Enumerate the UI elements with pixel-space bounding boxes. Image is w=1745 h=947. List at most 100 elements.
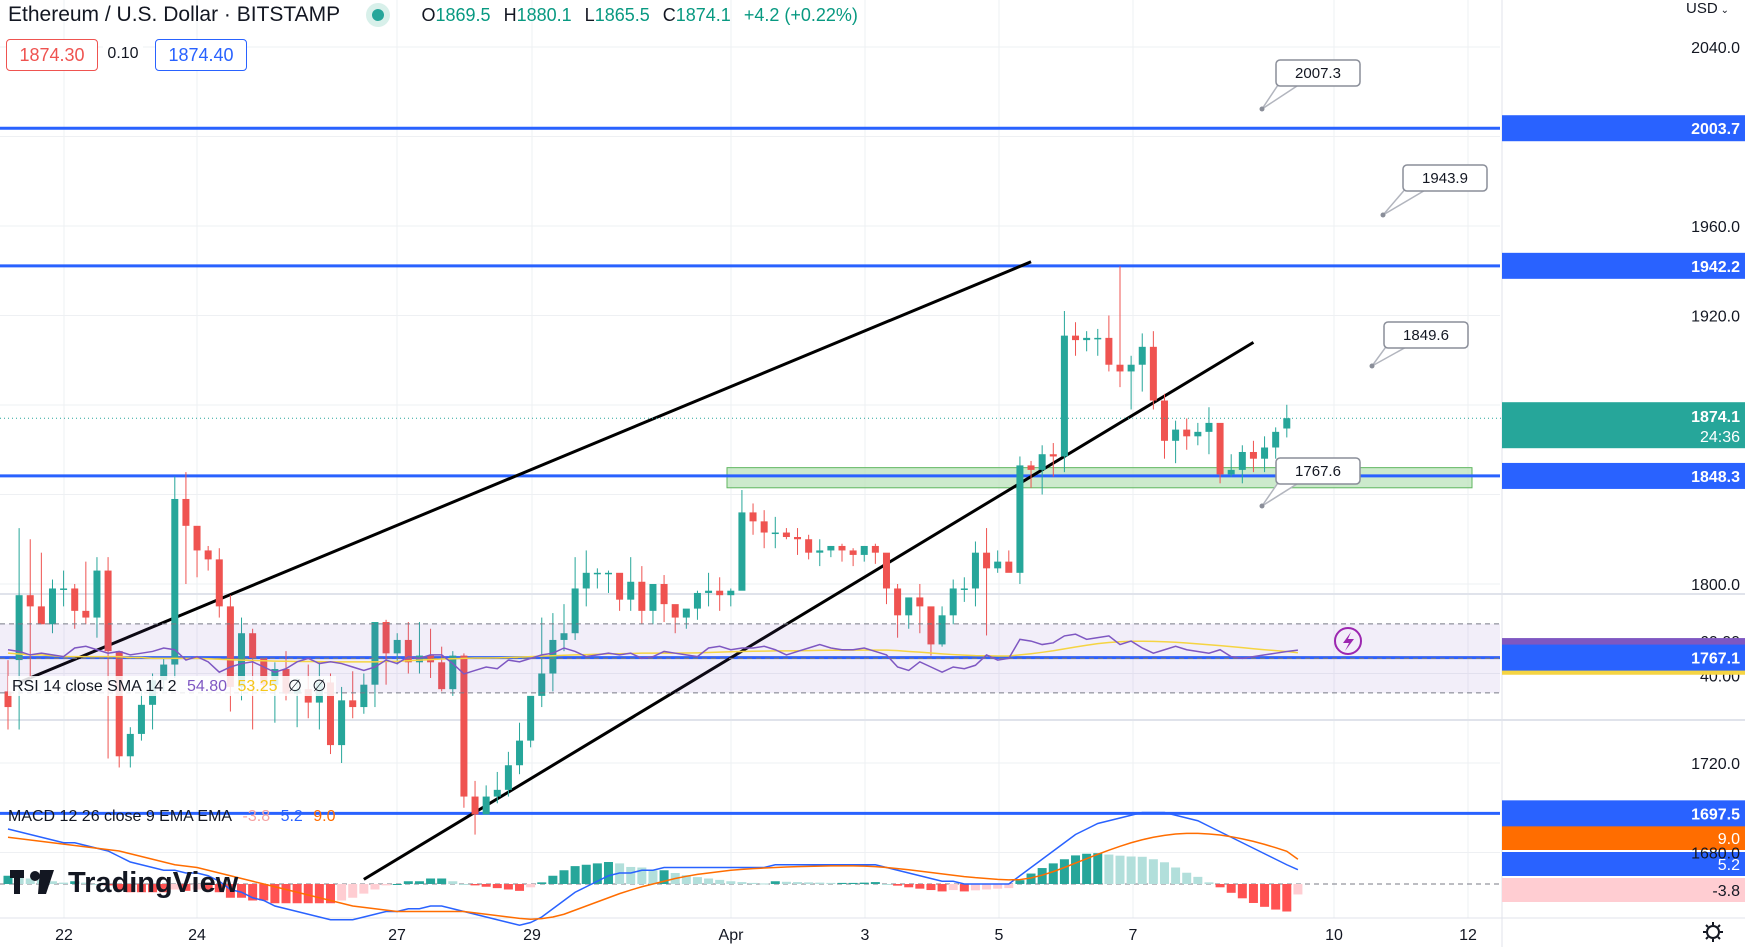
macd-histogram-bar — [881, 884, 891, 885]
candle-body — [1194, 431, 1202, 437]
macd-histogram-bar — [1015, 880, 1025, 884]
candle-body — [137, 704, 145, 734]
macd-histogram-bar — [1126, 856, 1136, 884]
candle-body — [482, 796, 490, 815]
macd-histogram-bar — [1237, 884, 1247, 899]
symbol-title[interactable]: Ethereum / U.S. Dollar · BITSTAMP — [8, 3, 340, 26]
callout-anchor — [1380, 212, 1386, 218]
macd-histogram-bar — [303, 884, 313, 904]
buy-price-box[interactable]: 1874.40 — [155, 39, 247, 71]
candle-body — [604, 572, 612, 575]
tradingview-logo: TradingView — [10, 867, 239, 899]
candle-body — [838, 545, 846, 551]
macd-histogram-bar — [1037, 868, 1047, 884]
candle-body — [504, 765, 512, 790]
macd-pane: 40.09.05.2-3.8 — [0, 807, 1745, 927]
lightning-icon[interactable] — [1334, 627, 1362, 655]
trend-channel[interactable] — [18, 260, 1255, 881]
level-price-tag — [1502, 115, 1745, 142]
candle-body — [326, 682, 334, 746]
macd-histogram-bar — [915, 884, 925, 889]
candle-body — [749, 512, 757, 522]
candle-body — [638, 581, 646, 611]
callout-anchor — [1369, 363, 1375, 369]
candle-body — [971, 552, 979, 589]
macd-histogram-bar — [815, 882, 825, 884]
rsi-title: RSI 14 close SMA 14 2 — [12, 678, 177, 695]
candle-body — [1238, 451, 1246, 470]
macd-histogram-bar — [348, 884, 358, 898]
macd-histogram-bar — [537, 882, 547, 884]
candle-body — [1083, 337, 1091, 341]
candle-body — [1094, 337, 1102, 340]
macd-histogram-bar — [982, 884, 992, 890]
macd-histogram-bar — [192, 884, 202, 890]
macd-histogram-bar — [448, 881, 458, 884]
macd-histogram-bar — [125, 884, 135, 893]
candle-body — [104, 570, 112, 652]
settings-gear-icon[interactable] — [1703, 922, 1723, 942]
candle-body — [516, 740, 524, 766]
candle-body — [1149, 346, 1157, 401]
candle-body — [616, 572, 624, 600]
macd-histogram-bar — [1204, 882, 1214, 884]
macd-signal-value: 9.0 — [313, 808, 336, 825]
macd-histogram-bar — [1159, 862, 1169, 884]
macd-histogram-bar — [759, 883, 769, 885]
macd-histogram-bar — [993, 884, 1003, 889]
candle-body — [393, 639, 401, 654]
sell-price-box[interactable]: 1874.30 — [6, 39, 98, 71]
callout-box — [1275, 457, 1361, 485]
candle-body — [382, 622, 390, 654]
rsi-legend[interactable]: RSI 14 close SMA 14 2 54.80 53.25 ∅ ∅ — [8, 676, 337, 696]
macd-histogram-bar — [281, 884, 291, 904]
macd-histogram-bar — [1004, 884, 1014, 889]
candle-body — [1283, 418, 1291, 429]
macd-histogram-bar — [570, 866, 580, 884]
macd-legend[interactable]: MACD 12 26 close 9 EMA EMA -3.8 5.2 9.0 — [8, 808, 342, 826]
time-axis: 22 24 27 29 Apr 3 5 7 10 12 — [55, 927, 1477, 944]
market-status-dot — [371, 9, 384, 22]
time-tick-label: 22 — [55, 927, 73, 944]
currency-label[interactable]: USD ⌄ — [1686, 0, 1730, 17]
candle-body — [260, 657, 268, 685]
price-tick-label: 1680.0 — [1691, 846, 1740, 863]
macd-value-tag — [1502, 826, 1745, 850]
macd-histogram-bar — [3, 875, 13, 884]
spread-value: 0.10 — [103, 39, 143, 69]
close-value: 1874.1 — [675, 5, 731, 25]
price-tick-label: 1800.0 — [1691, 577, 1740, 594]
candle-body — [1016, 465, 1024, 573]
price-tick-label: 1920.0 — [1691, 309, 1740, 326]
candle-body — [871, 545, 879, 553]
price-callouts[interactable]: 2007.3 1943.9 1849.6 1767.6 — [1259, 59, 1488, 509]
candle-body — [849, 550, 857, 555]
macd-histogram-bar — [59, 882, 69, 884]
macd-line — [7, 811, 1299, 927]
candle-body — [983, 552, 991, 569]
candle-body — [649, 584, 657, 611]
candle-body — [449, 655, 457, 690]
candle-body — [771, 532, 779, 535]
macd-histogram-bar — [1226, 884, 1236, 893]
candle-body — [1049, 454, 1057, 457]
macd-signal-line — [7, 832, 1299, 920]
macd-histogram-bar — [770, 881, 780, 884]
macd-histogram-bar — [781, 881, 791, 884]
candle-body — [1272, 431, 1280, 448]
macd-histogram-bar — [414, 881, 424, 884]
macd-value-tag — [1502, 878, 1745, 902]
candle-body — [126, 733, 134, 757]
macd-histogram-bar — [870, 882, 880, 884]
candle-body — [338, 700, 346, 746]
macd-histogram-bar — [237, 884, 247, 898]
macd-histogram-bar — [1093, 853, 1103, 884]
candle-body — [171, 498, 179, 665]
macd-histogram-bar — [1148, 859, 1158, 884]
candle-body — [1249, 451, 1257, 459]
candle-body — [1027, 465, 1035, 470]
macd-histogram-bar — [1248, 884, 1258, 903]
macd-histogram-bar — [248, 884, 258, 901]
macd-histogram-bar — [704, 878, 714, 884]
